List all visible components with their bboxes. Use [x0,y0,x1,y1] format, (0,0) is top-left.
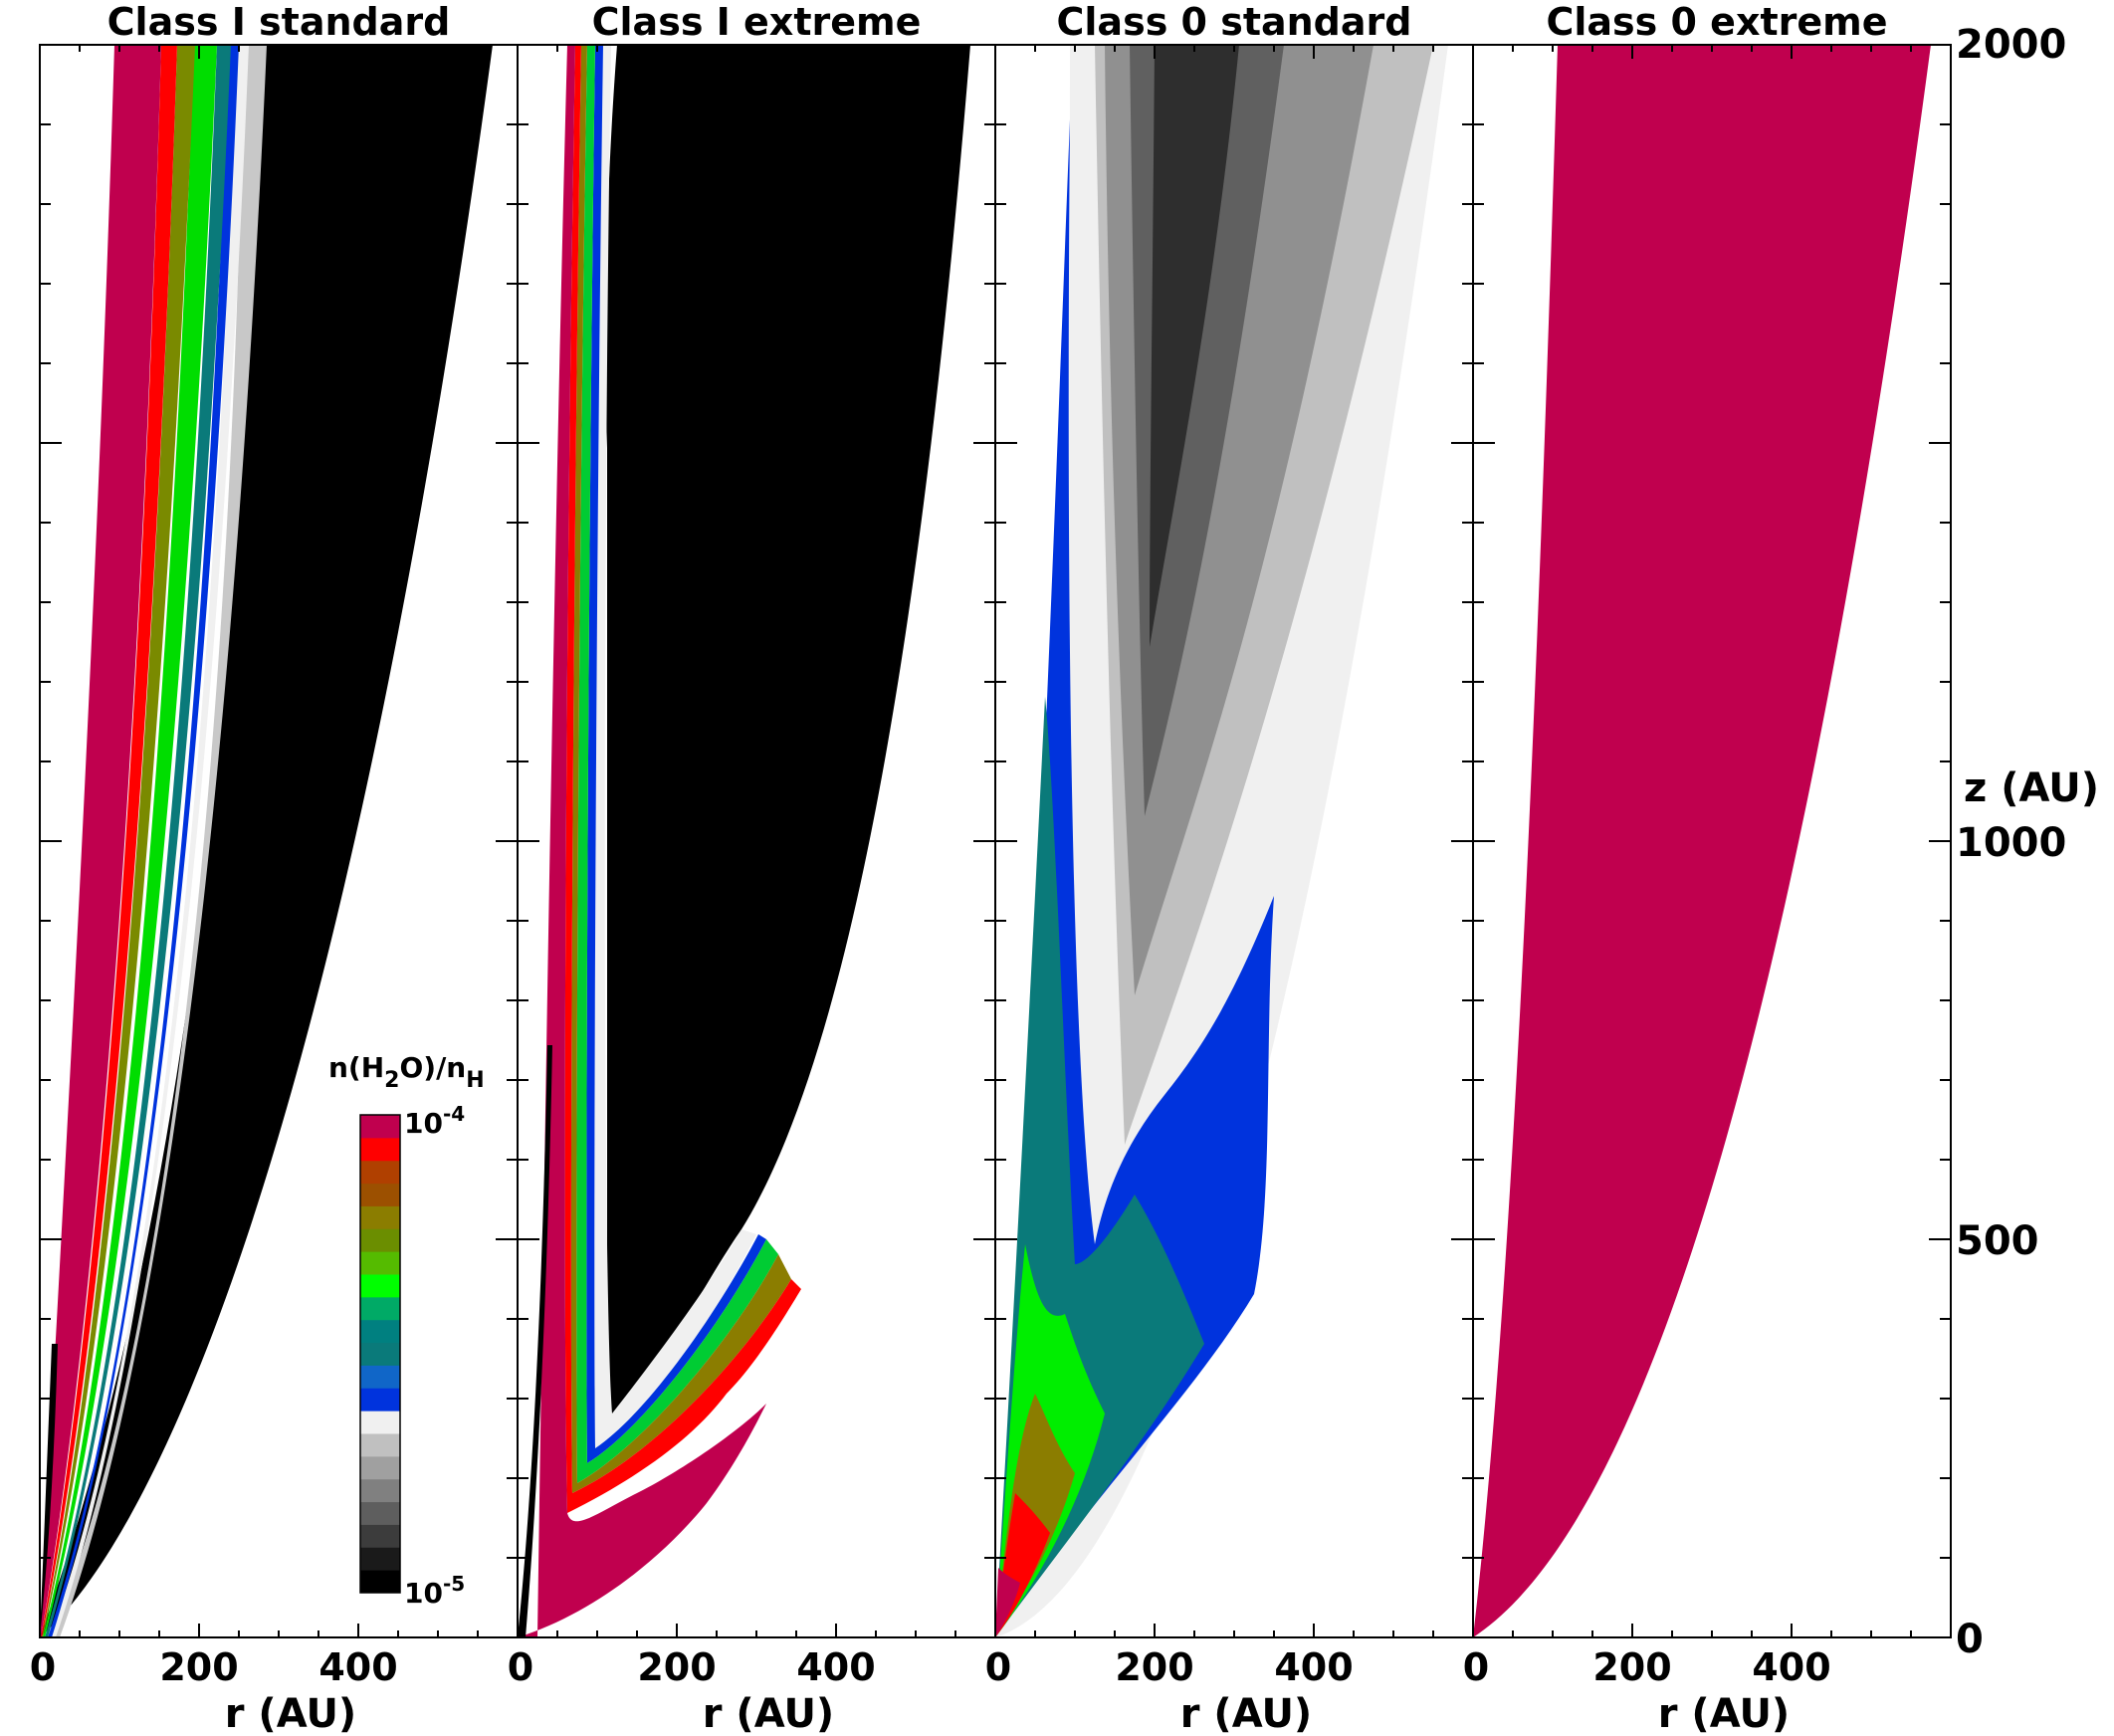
x-tick-label: 200 [159,1645,238,1689]
colorbar: n(H2O)/nH 10-4 10-5 [328,1051,485,1610]
region-axis-edge [40,1344,58,1637]
y-tick-label: 2000 [1956,22,2066,68]
colorbar-swatch [360,1342,400,1366]
region-low-abundance [40,45,493,1637]
region-high-abundance [518,45,766,1637]
x-tick-labels: 0 200 400 0 200 400 0 200 400 0 200 400 [30,1645,1831,1689]
colorbar-swatch [360,1296,400,1321]
region-green-band [43,45,217,1637]
x-axis-label: r (AU) [1180,1691,1312,1736]
x-tick-label: 200 [637,1645,716,1689]
x-tick-label: 400 [1752,1645,1830,1689]
colorbar-swatch [360,1478,400,1503]
panel-title-4: Class 0 extreme [1546,0,1887,44]
colorbar-swatch [360,1115,400,1139]
x-tick-label: 0 [985,1645,1011,1689]
y-tick-labels: 0 500 1000 2000 [1956,22,2066,1662]
colorbar-swatch [360,1137,400,1162]
colorbar-swatch [360,1183,400,1206]
colorbar-swatch [360,1570,400,1594]
x-tick-label: 200 [1115,1645,1193,1689]
panel-title-1: Class I standard [107,0,451,44]
colorbar-swatch [360,1547,400,1571]
colorbar-swatch [360,1228,400,1252]
x-tick-label: 0 [508,1645,533,1689]
region-grey-band [52,45,267,1637]
x-tick-label: 400 [796,1645,875,1689]
colorbar-swatch [360,1205,400,1229]
x-axis-label: r (AU) [225,1691,356,1736]
colorbar-swatch [360,1410,400,1434]
colorbar-max-label: 10-4 [404,1102,465,1140]
colorbar-swatch [360,1160,400,1185]
region-high-abundance [1473,45,1931,1637]
x-tick-label: 400 [318,1645,397,1689]
x-tick-label: 400 [1274,1645,1353,1689]
colorbar-swatch [360,1251,400,1275]
panel-class-i-extreme [518,45,970,1637]
region-teal-band [45,45,231,1637]
region-axis-edge [518,1045,552,1637]
colorbar-swatch [360,1274,400,1298]
colorbar-swatch [360,1455,400,1480]
colorbar-title: n(H2O)/nH [328,1051,485,1093]
colorbar-swatches [360,1115,400,1594]
y-tick-label: 500 [1956,1218,2039,1264]
x-axis-label: r (AU) [1658,1691,1790,1736]
region-high-abundance [995,1568,1020,1637]
panel-title-2: Class I extreme [592,0,922,44]
x-tick-label: 0 [1463,1645,1489,1689]
region-red-band [41,45,177,1637]
y-axis-label: z (AU) [1964,765,2099,811]
panel-class-0-extreme [1473,45,1931,1637]
colorbar-swatch [360,1524,400,1548]
colorbar-swatch [360,1365,400,1389]
colorbar-min-label: 10-5 [404,1572,465,1610]
region-olive-band [42,45,195,1637]
panel-class-i-standard [40,45,493,1637]
y-tick-label: 1000 [1956,820,2066,866]
colorbar-swatch [360,1388,400,1411]
panel-title-3: Class 0 standard [1057,0,1412,44]
region-high-abundance [40,45,161,1637]
panel-class-0-standard [995,45,1448,1637]
tick-marks [39,44,1952,1638]
x-tick-label: 0 [30,1645,56,1689]
region-low-abundance [605,45,970,1443]
colorbar-swatch [360,1433,400,1457]
colorbar-swatch [360,1319,400,1344]
colorbar-frame [359,1114,401,1594]
colorbar-swatch [360,1501,400,1525]
y-tick-label: 0 [1956,1617,1984,1662]
x-axis-label: r (AU) [703,1691,834,1736]
region-grey-4 [1150,45,1239,647]
x-tick-label: 200 [1592,1645,1671,1689]
